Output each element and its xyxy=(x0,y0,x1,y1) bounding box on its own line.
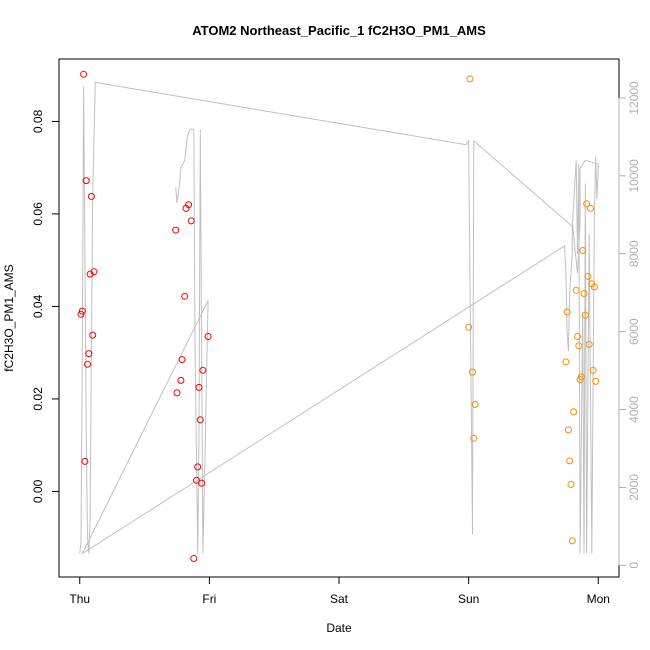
data-point-s0-10 xyxy=(90,268,98,276)
data-point-s0-13 xyxy=(177,376,185,384)
data-point-s0-17 xyxy=(185,201,193,209)
data-point-s0-2 xyxy=(80,70,88,78)
y2-tick-label: 4000 xyxy=(627,396,641,423)
y2-tick-label: 8000 xyxy=(627,240,641,267)
y-tick-label: 0.06 xyxy=(31,202,45,226)
y2-tick-label: 10000 xyxy=(627,159,641,193)
data-point-s1-27 xyxy=(592,377,600,385)
data-point-s0-0 xyxy=(77,310,85,318)
y-tick-label: 0.04 xyxy=(31,294,45,318)
data-point-s1-8 xyxy=(566,457,574,465)
data-point-s1-2 xyxy=(469,368,476,376)
data-point-s1-4 xyxy=(471,401,479,408)
y2-tick-label: 6000 xyxy=(627,318,641,345)
data-point-s0-15 xyxy=(181,292,189,300)
data-point-s0-5 xyxy=(84,360,91,368)
data-point-s0-11 xyxy=(172,226,180,234)
data-point-s1-19 xyxy=(581,311,589,319)
x-tick-label: Mon xyxy=(587,592,610,606)
x-tick-label: Thu xyxy=(69,592,90,606)
data-point-s1-6 xyxy=(563,308,571,316)
data-point-s0-8 xyxy=(87,192,95,200)
y2-tick-label: 0 xyxy=(627,562,641,569)
data-point-s1-25 xyxy=(589,366,597,374)
data-point-s0-19 xyxy=(190,555,198,562)
data-point-s1-5 xyxy=(562,358,570,366)
y2-tick-label: 12000 xyxy=(627,81,641,115)
data-point-s1-18 xyxy=(580,290,588,297)
data-point-s1-11 xyxy=(570,408,578,416)
data-point-s0-14 xyxy=(178,356,186,364)
series-layer xyxy=(77,70,600,562)
data-point-s1-3 xyxy=(470,434,478,442)
series-line-right-axis xyxy=(79,81,599,555)
data-point-s1-21 xyxy=(584,272,592,280)
x-tick-label: Sat xyxy=(330,592,349,606)
data-point-s1-12 xyxy=(572,286,580,294)
x-tick-label: Sun xyxy=(458,592,479,606)
data-point-s1-13 xyxy=(574,333,581,340)
data-point-s1-14 xyxy=(575,342,583,350)
data-point-s0-24 xyxy=(198,479,206,487)
data-point-s1-1 xyxy=(466,75,474,83)
data-point-s0-1 xyxy=(78,307,86,315)
data-point-s1-26 xyxy=(590,283,598,291)
data-point-s1-10 xyxy=(568,537,576,545)
y-tick-label: 0.02 xyxy=(31,387,45,411)
data-point-s1-7 xyxy=(564,426,572,434)
data-point-s0-7 xyxy=(86,270,94,278)
data-point-s0-6 xyxy=(85,350,93,358)
data-point-s0-25 xyxy=(199,366,207,374)
data-point-s1-9 xyxy=(567,481,575,488)
y-tick-label: 0.08 xyxy=(31,109,45,133)
data-point-s0-9 xyxy=(89,331,97,339)
data-point-s1-0 xyxy=(465,323,473,331)
data-point-s1-23 xyxy=(587,204,594,212)
data-point-s1-17 xyxy=(579,247,587,254)
x-tick-label: Fri xyxy=(202,592,216,606)
x-axis-label: Date xyxy=(326,621,352,635)
data-point-s0-12 xyxy=(173,389,181,397)
data-point-s0-22 xyxy=(195,383,203,391)
data-point-s1-22 xyxy=(585,340,593,348)
data-point-s0-23 xyxy=(196,416,204,424)
chart-title: ATOM2 Northeast_Pacific_1 fC2H3O_PM1_AMS xyxy=(192,23,486,38)
data-point-s0-3 xyxy=(81,457,89,465)
data-point-s1-16 xyxy=(577,373,585,381)
data-point-s0-18 xyxy=(187,217,195,225)
data-point-s0-20 xyxy=(192,476,200,484)
data-point-s0-21 xyxy=(194,463,202,471)
axes-layer: Thu Fri Sat Sun Mon 0.00 0.02 0.04 0.06 0.08 0 2000… xyxy=(31,81,641,606)
y-axis-label: fC2H3O_PM1_AMS xyxy=(2,264,16,371)
data-point-s0-26 xyxy=(204,333,212,340)
y-tick-label: 0.00 xyxy=(31,479,45,503)
y2-tick-label: 2000 xyxy=(627,474,641,501)
data-point-s1-20 xyxy=(583,200,591,208)
plot-frame xyxy=(58,58,620,578)
data-point-s0-4 xyxy=(82,177,90,185)
